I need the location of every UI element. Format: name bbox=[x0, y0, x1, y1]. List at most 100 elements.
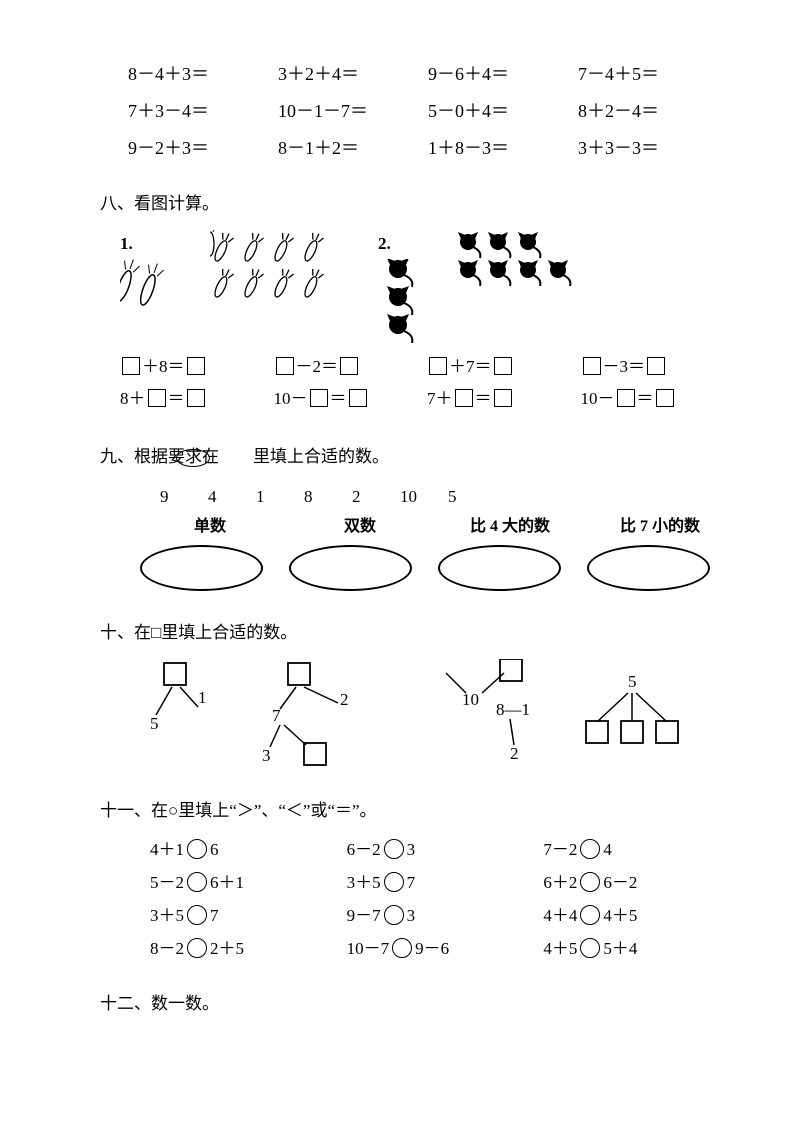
comparison-circle bbox=[580, 872, 600, 892]
comparison-expr: 3＋57 bbox=[150, 902, 317, 929]
heading-9-text: 九、根据要求在 里填上合适的数。 bbox=[100, 447, 389, 466]
answer-box bbox=[583, 357, 601, 375]
svg-text:2: 2 bbox=[510, 744, 519, 763]
given-number: 5 bbox=[448, 483, 478, 510]
eq-column: ＋7＝7＋＝ bbox=[427, 351, 557, 416]
comparison-circle bbox=[580, 905, 600, 925]
arith-expr: 9－6＋4＝ bbox=[428, 60, 560, 89]
comparison-expr: 3＋57 bbox=[347, 869, 514, 896]
given-number: 8 bbox=[304, 483, 334, 510]
arith-expr: 8－1＋2＝ bbox=[278, 134, 410, 163]
eq-column: ＋8＝8＋＝ bbox=[120, 351, 250, 416]
svg-text:2: 2 bbox=[340, 690, 349, 709]
comparison-circle bbox=[384, 872, 404, 892]
eq-line: 8＋＝ bbox=[120, 383, 250, 415]
category-label: 双数 bbox=[310, 514, 410, 540]
comparison-circle bbox=[187, 905, 207, 925]
answer-box bbox=[187, 357, 205, 375]
arithmetic-block: 8－4＋3＝ 3＋2＋4＝ 9－6＋4＝ 7－4＋5＝ 7＋3－4＝ 10－1－7＝ 5－0… bbox=[100, 60, 710, 162]
svg-text:5: 5 bbox=[150, 714, 159, 733]
pic-block-1b bbox=[210, 230, 350, 310]
arith-expr: 10－1－7＝ bbox=[278, 97, 410, 126]
answer-box bbox=[122, 357, 140, 375]
svg-text:7: 7 bbox=[272, 706, 281, 725]
comparison-circle bbox=[580, 938, 600, 958]
comparison-expr: 6－23 bbox=[347, 836, 514, 863]
oval-4 bbox=[587, 545, 710, 591]
comparison-expr: 10－79－6 bbox=[347, 935, 514, 962]
heading-10: 十、在□里填上合适的数。 bbox=[100, 619, 710, 646]
pic-block-1: 1. bbox=[120, 230, 186, 329]
group-num-2: 2. bbox=[378, 230, 391, 257]
comparison-expr: 7－24 bbox=[543, 836, 710, 863]
comparison-expr: 4＋55＋4 bbox=[543, 935, 710, 962]
svg-text:8—1: 8—1 bbox=[496, 700, 530, 719]
answer-box bbox=[494, 389, 512, 407]
answer-box bbox=[276, 357, 294, 375]
given-number: 4 bbox=[208, 483, 238, 510]
comparison-circle bbox=[392, 938, 412, 958]
given-number: 9 bbox=[160, 483, 190, 510]
given-number: 2 bbox=[352, 483, 382, 510]
answer-box bbox=[455, 389, 473, 407]
answer-box bbox=[656, 389, 674, 407]
answer-box bbox=[647, 357, 665, 375]
answer-box bbox=[429, 357, 447, 375]
comparison-expr: 4＋16 bbox=[150, 836, 317, 863]
number-bonds: 5 1 7 3 2 10 8—1 2 5 bbox=[100, 659, 710, 769]
answer-box bbox=[310, 389, 328, 407]
section-12: 十二、数一数。 bbox=[100, 990, 710, 1017]
eq-column: －2＝10－＝ bbox=[274, 351, 404, 416]
arith-expr: 7－4＋5＝ bbox=[578, 60, 710, 89]
comparison-expr: 9－73 bbox=[347, 902, 514, 929]
pic-block-2: 2. bbox=[378, 230, 428, 343]
section-8: 八、看图计算。 1. bbox=[100, 190, 710, 415]
svg-text:1: 1 bbox=[198, 688, 207, 707]
comparison-circle bbox=[384, 839, 404, 859]
bond-2: 7 3 2 bbox=[258, 659, 368, 769]
answer-box bbox=[187, 389, 205, 407]
eq-line: ＋8＝ bbox=[120, 351, 250, 383]
arith-expr: 5－0＋4＝ bbox=[428, 97, 560, 126]
section-11: 十一、在○里填上“＞”、“＜”或“＝”。 4＋16 6－23 7－24 5－26＋1 3… bbox=[100, 797, 710, 963]
pic-block-2b bbox=[452, 230, 572, 314]
answer-box bbox=[349, 389, 367, 407]
given-number: 10 bbox=[400, 483, 430, 510]
group-num-1: 1. bbox=[120, 230, 133, 257]
comparison-circle bbox=[187, 938, 207, 958]
cats-3-icon bbox=[378, 259, 428, 343]
comparison-expr: 6＋26－2 bbox=[543, 869, 710, 896]
svg-text:10: 10 bbox=[462, 690, 479, 709]
comparison-circle bbox=[187, 872, 207, 892]
category-label: 单数 bbox=[160, 514, 260, 540]
eq-line: －2＝ bbox=[274, 351, 404, 383]
arith-expr: 3＋2＋4＝ bbox=[278, 60, 410, 89]
carrots-2-icon bbox=[120, 259, 186, 329]
oval-3 bbox=[438, 545, 561, 591]
svg-text:3: 3 bbox=[262, 746, 271, 765]
answer-box bbox=[340, 357, 358, 375]
numbers-row: 94182105 bbox=[100, 483, 710, 510]
bond-4: 5 bbox=[574, 659, 694, 759]
bond-1: 5 1 bbox=[140, 659, 230, 749]
eq-line: ＋7＝ bbox=[427, 351, 557, 383]
comparison-expr: 8－22＋5 bbox=[150, 935, 317, 962]
comparison-expr: 5－26＋1 bbox=[150, 869, 317, 896]
arith-expr: 8＋2－4＝ bbox=[578, 97, 710, 126]
oval-2 bbox=[289, 545, 412, 591]
category-label: 比 7 小的数 bbox=[610, 514, 710, 540]
arith-expr: 8－4＋3＝ bbox=[128, 60, 260, 89]
arith-expr: 7＋3－4＝ bbox=[128, 97, 260, 126]
comparison-circle bbox=[384, 905, 404, 925]
heading-11: 十一、在○里填上“＞”、“＜”或“＝”。 bbox=[100, 797, 710, 824]
eq-line: 10－＝ bbox=[581, 383, 711, 415]
cats-7-icon bbox=[452, 230, 572, 314]
eq-line: 10－＝ bbox=[274, 383, 404, 415]
arith-expr: 9－2＋3＝ bbox=[128, 134, 260, 163]
comparison-circle bbox=[187, 839, 207, 859]
heading-9: 九、根据要求在 里填上合适的数。 bbox=[100, 443, 710, 470]
carrots-8-icon bbox=[210, 230, 350, 310]
section-9: 九、根据要求在 里填上合适的数。 94182105 单数双数比 4 大的数比 7… bbox=[100, 443, 710, 591]
arith-expr: 1＋8－3＝ bbox=[428, 134, 560, 163]
eq-column: －3＝10－＝ bbox=[581, 351, 711, 416]
